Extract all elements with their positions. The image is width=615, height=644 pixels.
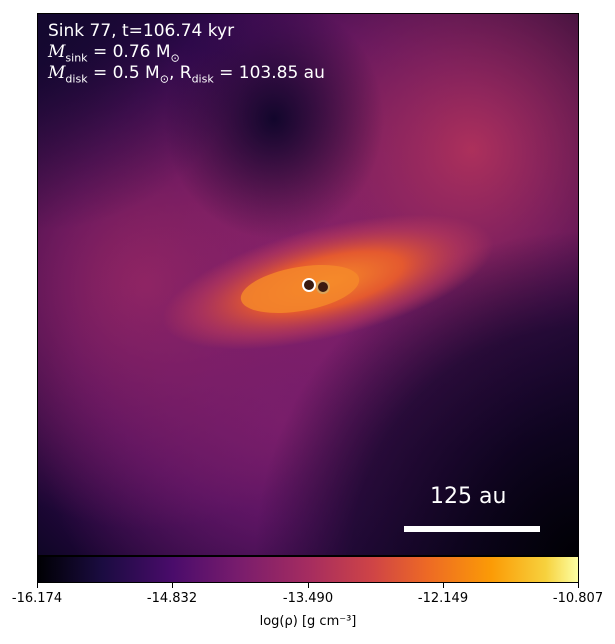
colorbar-title: log(ρ) [g cm⁻³]	[259, 614, 357, 629]
colorbar-tick	[443, 583, 444, 588]
colorbar-tick	[578, 583, 579, 588]
colorbar-tick	[172, 583, 173, 588]
colorbar-tick-label: -16.174	[11, 591, 63, 606]
colorbar-tick	[308, 583, 309, 588]
sink-marker-secondary	[316, 280, 330, 294]
colorbar-tick-label: -13.490	[282, 591, 334, 606]
disk-properties-label: Mdisk = 0.5 M⊙, Rdisk = 103.85 au	[48, 63, 325, 86]
density-field	[38, 14, 578, 555]
colorbar	[37, 556, 579, 583]
colorbar-tick-label: -14.832	[146, 591, 198, 606]
colorbar-tick	[37, 583, 38, 588]
colorbar-tick-label: -10.807	[552, 591, 604, 606]
scale-bar	[404, 526, 540, 532]
sink-title: Sink 77, t=106.74 kyr	[48, 21, 235, 41]
colorbar-tick-label: -12.149	[417, 591, 469, 606]
density-map-panel: Sink 77, t=106.74 kyr Msink = 0.76 M⊙ Md…	[37, 13, 579, 556]
sink-mass-label: Msink = 0.76 M⊙	[48, 42, 180, 65]
scale-bar-label: 125 au	[430, 484, 507, 509]
sink-marker-primary	[302, 278, 316, 292]
